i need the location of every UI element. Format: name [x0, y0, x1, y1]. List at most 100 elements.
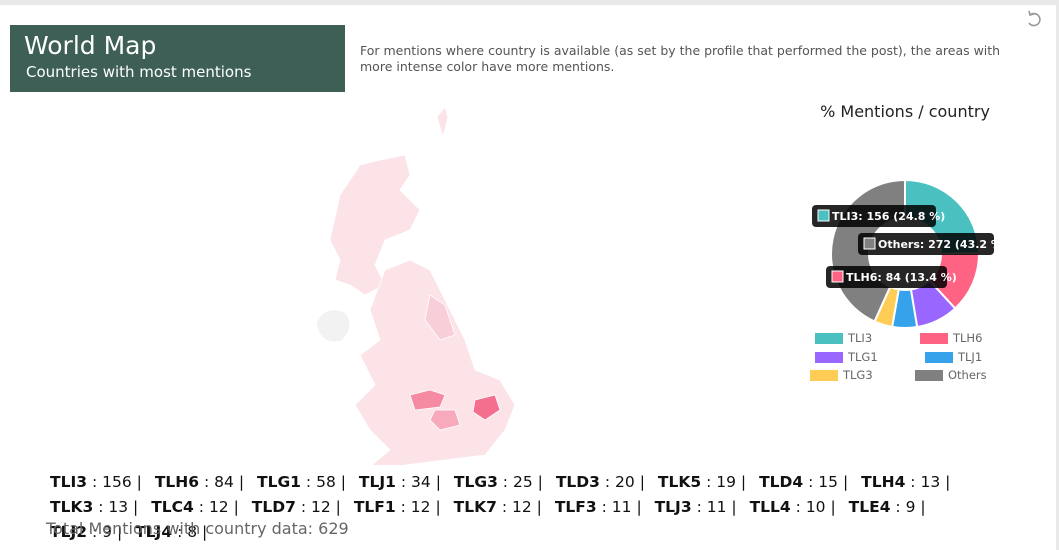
separator: | [233, 498, 239, 516]
subtitle: Countries with most mentions [26, 63, 252, 81]
count-value: 9 [905, 498, 916, 516]
count-code: TLK3 [50, 498, 94, 516]
separator: | [435, 498, 441, 516]
count-code: TLK5 [657, 473, 702, 491]
count-code: TLE4 [848, 498, 891, 516]
count-value: 11 [611, 498, 632, 516]
count-item: TLJ3 : 11 | [655, 498, 737, 516]
separator: | [636, 498, 642, 516]
delimiter: : [502, 473, 509, 491]
total-value: 629 [318, 519, 349, 538]
count-code: TLH4 [861, 473, 906, 491]
count-item: TLJ2 : 9 | [50, 523, 122, 541]
uk-map [315, 106, 516, 465]
legend-swatch [925, 352, 953, 363]
delimiter: : [795, 498, 801, 516]
separator: | [740, 473, 747, 491]
delimiter: : [696, 498, 702, 516]
separator: | [639, 473, 645, 491]
count-item: TLH4 : 13 | [861, 473, 950, 491]
legend-label: TLJ1 [957, 350, 982, 364]
delimiter: : [400, 473, 407, 491]
total-label: Total Mentions with country data: [46, 519, 314, 538]
count-item: TLJ1 : 34 | [359, 473, 441, 491]
separator: | [830, 498, 836, 516]
title: World Map [24, 31, 157, 60]
count-value: 34 [411, 473, 431, 491]
count-item: TLF3 : 11 | [555, 498, 642, 516]
legend-swatch [815, 333, 843, 344]
count-code: TLD7 [251, 498, 296, 516]
count-code: TLG3 [453, 473, 498, 491]
separator: | [340, 473, 346, 491]
refresh-icon[interactable] [1028, 10, 1041, 27]
legend-label: TLG1 [847, 350, 878, 364]
count-code: TLD4 [759, 473, 804, 491]
count-value: 10 [805, 498, 826, 516]
tooltip-label: TLI3: 156 (24.8 %) [832, 210, 945, 223]
count-code: TLH6 [154, 473, 200, 491]
delimiter: : [910, 473, 916, 491]
count-code: TLJ1 [358, 473, 396, 491]
count-code: TLK7 [453, 498, 497, 516]
delimiter: : [601, 498, 607, 516]
count-code: TLC4 [151, 498, 194, 516]
count-value: 15 [818, 473, 839, 491]
count-value: 156 [102, 473, 132, 491]
count-code: TLJ2 [50, 523, 88, 541]
count-item: TLF1 : 12 | [354, 498, 441, 516]
count-item: TLJ4 : 8 | [135, 523, 207, 541]
count-code: TLF3 [554, 498, 597, 516]
count-item: TLK5 : 19 | [658, 473, 746, 491]
tooltip: TLH6: 84 (13.4 %) [826, 266, 957, 288]
count-code: TLF1 [353, 498, 396, 516]
count-item: TLD3 : 20 | [556, 473, 645, 491]
count-item: TLC4 : 12 | [151, 498, 239, 516]
delimiter: : [400, 498, 406, 516]
tooltip-box [858, 233, 994, 255]
counts-list: TLI3 : 156 | TLH6 : 84 | TLG1 : 58 | TLJ… [50, 470, 990, 545]
count-value: 12 [511, 498, 532, 516]
tooltip: Others: 272 (43.2 %) [858, 233, 1007, 255]
legend-swatch [920, 333, 948, 344]
legend-swatch [810, 370, 838, 381]
separator: | [536, 498, 542, 516]
delimiter: : [98, 498, 104, 516]
separator: | [116, 523, 123, 541]
count-item: TLD7 : 12 | [252, 498, 341, 516]
count-item: TLH6 : 84 | [155, 473, 244, 491]
delimiter: : [300, 498, 307, 516]
delimiter: : [91, 523, 98, 541]
separator: | [136, 473, 142, 491]
graphics: % Mentions / country TLI3 TLH6 TLG1 TLJ1 TLG3… [315, 10, 1041, 465]
count-item: TLE4 : 9 | [849, 498, 926, 516]
separator: | [435, 473, 441, 491]
count-value: 58 [316, 473, 336, 491]
legend-label: TLI3 [847, 331, 872, 345]
legend-swatch [815, 352, 843, 363]
tooltip-label: TLH6: 84 (13.4 %) [846, 271, 957, 284]
header: World Map Countries with most mentions [10, 25, 345, 92]
delimiter: : [198, 498, 204, 516]
separator: | [731, 498, 737, 516]
count-code: TLL4 [749, 498, 791, 516]
count-value: 20 [615, 473, 635, 491]
description: For mentions where country is available … [360, 43, 1001, 74]
count-value: 12 [311, 498, 331, 516]
count-code: TLJ4 [135, 523, 173, 541]
tooltip-label: Others: 272 (43.2 %) [878, 238, 1007, 251]
delimiter: : [305, 473, 312, 491]
legend-swatch [915, 370, 943, 381]
delimiter: : [895, 498, 901, 516]
count-item: TLG3 : 25 | [454, 473, 543, 491]
legend-label: TLG3 [842, 368, 873, 382]
separator: | [945, 473, 951, 491]
tooltip-swatch [863, 237, 876, 250]
tooltip: TLI3: 156 (24.8 %) [812, 205, 945, 227]
count-value: 12 [410, 498, 431, 516]
count-code: TLJ3 [654, 498, 692, 516]
count-item: TLL4 : 10 | [750, 498, 836, 516]
count-value: 19 [716, 473, 736, 491]
count-value: 9 [102, 523, 112, 541]
